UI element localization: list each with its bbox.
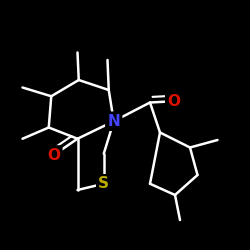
Text: S: S [98, 176, 109, 191]
Text: O: O [167, 94, 180, 109]
Text: O: O [47, 148, 60, 162]
Text: N: N [108, 114, 120, 129]
